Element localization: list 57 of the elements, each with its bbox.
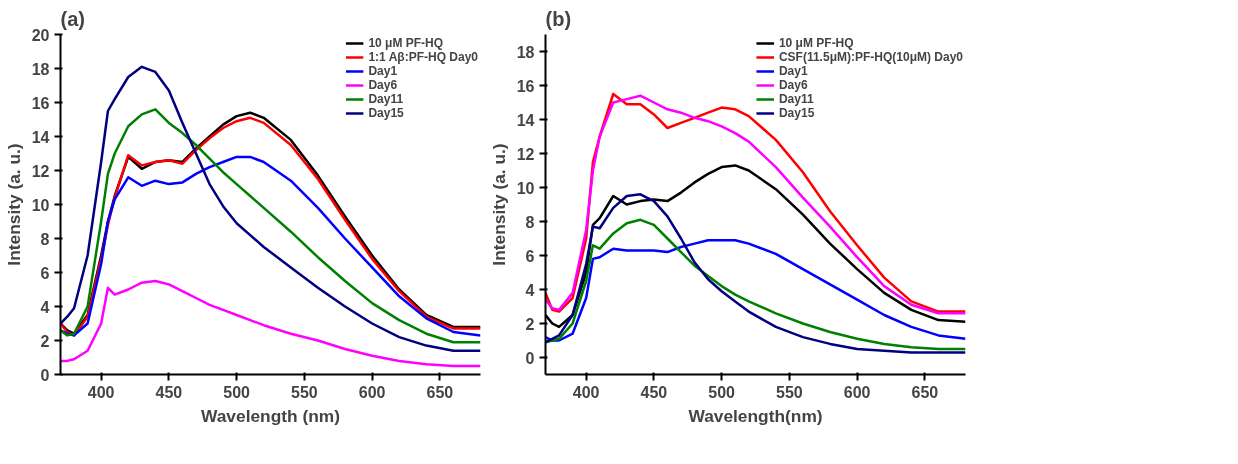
y-tick-label: 12 — [516, 145, 535, 163]
line-series — [545, 193, 966, 354]
y-tick-label: 2 — [525, 315, 535, 333]
x-tick-label: 650 — [426, 383, 454, 401]
y-tick-label: 0 — [525, 349, 535, 367]
y-tick-label: 14 — [516, 111, 535, 129]
x-axis-title: Wavelength(nm) — [688, 405, 823, 426]
x-tick-label: 450 — [155, 383, 183, 401]
x-tick-label: 600 — [358, 383, 386, 401]
legend-label: 1:1 Aβ:PF-HQ Day0 — [368, 50, 478, 64]
x-tick-label: 550 — [776, 383, 803, 401]
y-tick-label: 10 — [31, 196, 50, 214]
y-tick-label: 6 — [40, 264, 50, 282]
line-series — [545, 238, 966, 342]
y-tick-label: 20 — [31, 26, 50, 44]
y-tick-label: 12 — [31, 162, 50, 180]
x-tick-label: 400 — [572, 383, 600, 401]
y-tick-label: 2 — [40, 332, 50, 350]
y-tick-label: 4 — [40, 298, 50, 316]
x-tick-label: 550 — [291, 383, 318, 401]
y-tick-label: 16 — [516, 77, 535, 95]
y-axis-title: Intensity (a. u.) — [3, 143, 24, 266]
y-tick-label: 8 — [40, 230, 50, 248]
x-tick-label: 500 — [223, 383, 251, 401]
y-tick-label: 8 — [525, 213, 535, 231]
line-series — [60, 65, 481, 352]
legend-label: CSF(11.5μM):PF-HQ(10μM) Day0 — [778, 50, 963, 64]
line-series — [545, 218, 966, 351]
x-tick-label: 450 — [640, 383, 668, 401]
y-tick-label: 4 — [525, 281, 535, 299]
legend-label: Day11 — [778, 92, 814, 106]
legend-label: Day6 — [778, 78, 808, 92]
x-tick-label: 650 — [911, 383, 939, 401]
x-tick-label: 500 — [708, 383, 736, 401]
line-series — [60, 155, 481, 337]
y-tick-label: 0 — [40, 366, 50, 384]
x-tick-label: 400 — [87, 383, 115, 401]
legend-label: Day11 — [368, 92, 404, 106]
legend-label: Day15 — [778, 106, 815, 120]
y-tick-label: 6 — [525, 247, 535, 265]
y-tick-label: 16 — [31, 94, 50, 112]
y-axis-title: Intensity (a. u.) — [488, 143, 509, 266]
x-tick-label: 600 — [843, 383, 871, 401]
x-axis-title: Wavelength (nm) — [201, 405, 340, 426]
y-tick-label: 10 — [516, 179, 535, 197]
line-series — [60, 279, 481, 368]
legend-label: Day15 — [368, 106, 404, 120]
chart-title: (b) — [545, 7, 572, 30]
chart-title: (a) — [60, 7, 85, 30]
y-tick-label: 18 — [31, 60, 50, 78]
legend-label: Day1 — [368, 64, 398, 78]
legend-label: Day6 — [368, 78, 398, 92]
legend-label: 10 μM PF-HQ — [778, 36, 854, 50]
legend-label: Day1 — [778, 64, 808, 78]
legend-label: 10 μM PF-HQ — [368, 36, 444, 50]
y-tick-label: 14 — [31, 128, 50, 146]
y-tick-label: 18 — [516, 43, 535, 61]
